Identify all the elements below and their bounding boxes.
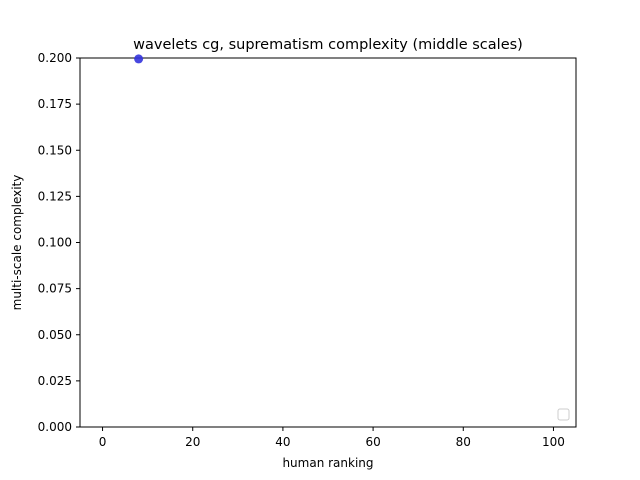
- y-axis: 0.000 0.025 0.050 0.075 0.100 0.125 0.150 0.175…: [38, 51, 80, 434]
- x-tick-label: 60: [365, 435, 380, 449]
- x-axis: 0 20 40 60 80 100: [99, 427, 565, 449]
- x-tick-label: 0: [99, 435, 107, 449]
- y-tick-label: 0.050: [38, 328, 72, 342]
- chart-title: wavelets cg, suprematism complexity (mid…: [133, 37, 523, 53]
- x-tick-label: 20: [185, 435, 200, 449]
- x-tick-label: 40: [275, 435, 290, 449]
- y-tick-label: 0.100: [38, 236, 72, 250]
- y-tick-label: 0.175: [38, 97, 72, 111]
- y-tick-label: 0.200: [38, 51, 72, 65]
- y-tick-label: 0.150: [38, 143, 72, 157]
- legend-box: [557, 408, 570, 421]
- x-axis-label: human ranking: [282, 456, 373, 470]
- y-tick-label: 0.000: [38, 420, 72, 434]
- y-axis-label: multi-scale complexity: [10, 175, 24, 311]
- y-tick-label: 0.025: [38, 374, 72, 388]
- x-tick-label: 80: [456, 435, 471, 449]
- x-tick-label: 100: [542, 435, 565, 449]
- y-tick-label: 0.075: [38, 282, 72, 296]
- y-tick-label: 0.125: [38, 189, 72, 203]
- data-points: [134, 54, 144, 64]
- scatter-point: [134, 54, 144, 64]
